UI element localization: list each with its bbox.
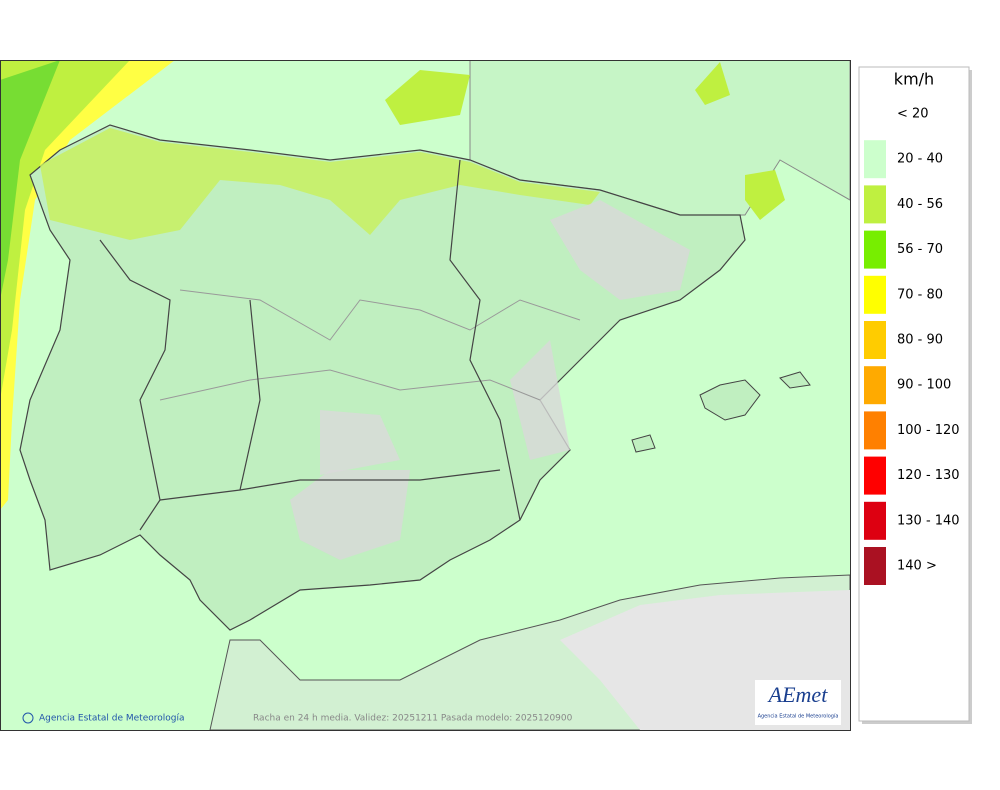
border — [99, 239, 171, 531]
map-frame — [0, 60, 851, 731]
region-border — [179, 289, 581, 341]
island — [631, 434, 656, 453]
legend-label: 56 - 70 — [897, 242, 943, 257]
logo-box — [755, 680, 841, 725]
caption: Racha en 24 h media. Validez: 20251211 P… — [253, 714, 573, 724]
legend-swatch — [864, 547, 886, 585]
copyright-icon — [22, 712, 34, 724]
wind-band — [745, 170, 785, 220]
legend-label: 40 - 56 — [897, 197, 943, 212]
legend-swatch — [864, 411, 886, 450]
legend-swatch — [864, 140, 886, 179]
credit: Agencia Estatal de Meteorología — [39, 714, 185, 724]
region-border — [159, 369, 541, 401]
legend-label: 90 - 100 — [897, 378, 951, 393]
legend-unit: km/h — [894, 70, 934, 89]
legend-swatch — [864, 230, 886, 269]
relief — [290, 470, 410, 560]
island — [779, 371, 811, 389]
legend-swatch — [864, 321, 886, 359]
wind-band — [0, 60, 60, 300]
map — [0, 60, 850, 730]
logo-subtitle: Agencia Estatal de Meteorología — [758, 713, 839, 720]
wind-band — [695, 62, 730, 105]
legend-label: 80 - 90 — [897, 333, 943, 348]
legend-label: 70 - 80 — [897, 287, 943, 302]
legend-label: 100 - 120 — [897, 423, 960, 438]
legend-swatch — [864, 275, 886, 314]
wind-band — [385, 70, 470, 125]
logo: AEmet — [767, 682, 829, 707]
legend-swatch — [864, 456, 886, 495]
legend-swatch — [864, 95, 886, 133]
region-border — [239, 299, 261, 491]
wind-band — [40, 128, 600, 240]
region-border — [159, 469, 501, 501]
legend-label: 130 - 140 — [897, 513, 960, 528]
wind-band — [0, 60, 130, 400]
region-border — [449, 159, 521, 521]
relief — [320, 410, 400, 475]
legend-label: 20 - 40 — [897, 152, 943, 167]
legend-swatch — [864, 501, 886, 540]
legend-rows: < 20 20 - 40 40 - 56 56 - 70 70 - 80 80 - 90 9… — [864, 95, 960, 585]
legend-label: 140 > — [897, 559, 937, 574]
island — [699, 379, 761, 421]
legend-label: < 20 — [897, 107, 929, 122]
relief — [550, 200, 690, 300]
legend-label: 120 - 130 — [897, 468, 960, 483]
legend-swatch — [864, 366, 886, 405]
legend-swatch — [864, 185, 886, 224]
